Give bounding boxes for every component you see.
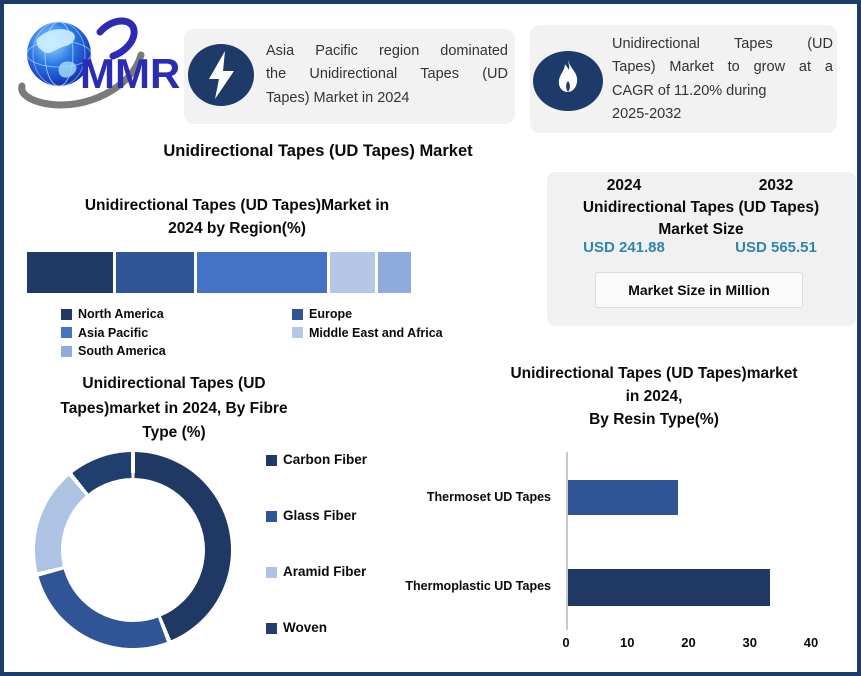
legend-swatch <box>61 345 72 357</box>
callout-cagr: Unidirectional Tapes (UD Tapes) Market to… <box>530 25 837 133</box>
legend-swatch <box>292 308 303 320</box>
legend-label: Glass Fiber <box>283 508 357 523</box>
region-bar-segment-1 <box>115 252 194 293</box>
region-bar-segment-2 <box>196 252 327 293</box>
callout-text-line: the Unidirectional Tapes (UD <box>266 66 508 83</box>
legend-item: Middle East and Africa <box>292 326 443 341</box>
fibre-donut <box>35 452 231 648</box>
callout-text-line: 2025-2032 <box>612 105 682 122</box>
callout-text-line: Unidirectional Tapes (UD <box>612 36 833 52</box>
x-tick: 0 <box>562 635 570 650</box>
logo-text: MMR <box>80 50 180 97</box>
x-tick: 40 <box>803 635 819 650</box>
region-legend-col-2: Europe Middle East and Africa <box>292 307 443 340</box>
resin-labels: Thermoset UD Tapes Thermoplastic UD Tapes <box>387 452 551 630</box>
callout-text-line: CAGR of 11.20% during <box>612 82 767 99</box>
region-legend-col-1: North America Asia Pacific South America <box>61 307 166 359</box>
legend-label: Middle East and Africa <box>309 325 443 340</box>
mmr-logo: MMR <box>18 17 180 109</box>
legend-swatch <box>266 622 277 634</box>
region-chart-title: Unidirectional Tapes (UD Tapes)Market in… <box>84 197 390 237</box>
x-tick: 20 <box>681 635 696 650</box>
fibre-legend: Carbon Fiber Glass Fiber Aramid Fiber Woven <box>266 450 367 638</box>
region-bar-segment-3 <box>329 252 375 293</box>
region-stacked-bar <box>27 252 412 293</box>
legend-item: Woven <box>266 618 367 638</box>
legend-swatch <box>61 308 72 320</box>
legend-label: Europe <box>309 307 353 322</box>
legend-item: Carbon Fiber <box>266 450 367 470</box>
market-size-2032-value: USD 565.51 <box>735 239 817 256</box>
legend-item: Europe <box>292 307 443 322</box>
resin-chart-title: Unidirectional Tapes (UD Tapes)market in… <box>510 365 798 428</box>
legend-swatch <box>266 566 277 578</box>
legend-item: North America <box>61 307 166 322</box>
resin-bar-1 <box>568 569 771 606</box>
swoosh-icon <box>18 17 145 109</box>
legend-label: Asia Pacific <box>78 325 149 340</box>
callout-text-line: Asia Pacific region dominated <box>266 43 508 59</box>
callout-text: Asia Pacific region dominated the Unidire… <box>266 40 508 110</box>
resin-bar-0 <box>568 480 679 515</box>
market-size-panel: 2024 2032 Unidirectional Tapes (UD Tapes… <box>547 172 856 326</box>
market-size-2024-value: USD 241.88 <box>583 239 665 256</box>
resin-x-axis: 0 10 20 30 40 <box>562 635 819 655</box>
region-bar-segment-0 <box>27 252 113 293</box>
flame-icon <box>533 51 603 111</box>
legend-swatch <box>61 327 72 339</box>
legend-label: Carbon Fiber <box>283 452 368 467</box>
legend-swatch <box>292 327 303 339</box>
legend-swatch <box>266 510 277 522</box>
resin-bar-label: Thermoplastic UD Tapes <box>405 579 551 593</box>
year-2024-label: 2024 <box>606 177 642 194</box>
callout-text: Unidirectional Tapes (UD Tapes) Market to… <box>612 33 833 126</box>
region-bar-segment-4 <box>377 252 412 293</box>
resin-bar-plot <box>566 452 818 630</box>
legend-item: Asia Pacific <box>61 326 166 341</box>
legend-label: Aramid Fiber <box>283 564 367 579</box>
legend-label: Woven <box>283 620 328 635</box>
callout-text-line: Tapes) Market to grow at a <box>612 59 833 76</box>
lightning-icon <box>188 44 254 106</box>
callout-text-line: Tapes) Market in 2024 <box>266 89 410 106</box>
legend-label: South America <box>78 344 166 359</box>
x-tick: 10 <box>620 635 635 650</box>
legend-item: Aramid Fiber <box>266 562 367 582</box>
globe-icon <box>26 21 92 87</box>
market-size-unit-note: Market Size in Million <box>595 272 803 308</box>
page-title: Unidirectional Tapes (UD Tapes) Market <box>163 142 473 160</box>
market-size-title: Unidirectional Tapes (UD Tapes) Market S… <box>582 199 820 238</box>
year-2032-label: 2032 <box>758 177 794 194</box>
x-tick: 30 <box>742 635 757 650</box>
fibre-chart-title: Unidirectional Tapes (UD Tapes)market in… <box>60 375 288 441</box>
legend-item: South America <box>61 344 166 359</box>
callout-asia-pacific: Asia Pacific region dominated the Unidire… <box>184 29 515 124</box>
resin-bar-label: Thermoset UD Tapes <box>426 490 551 504</box>
legend-swatch <box>266 454 277 466</box>
legend-label: North America <box>78 307 164 322</box>
legend-item: Glass Fiber <box>266 506 367 526</box>
